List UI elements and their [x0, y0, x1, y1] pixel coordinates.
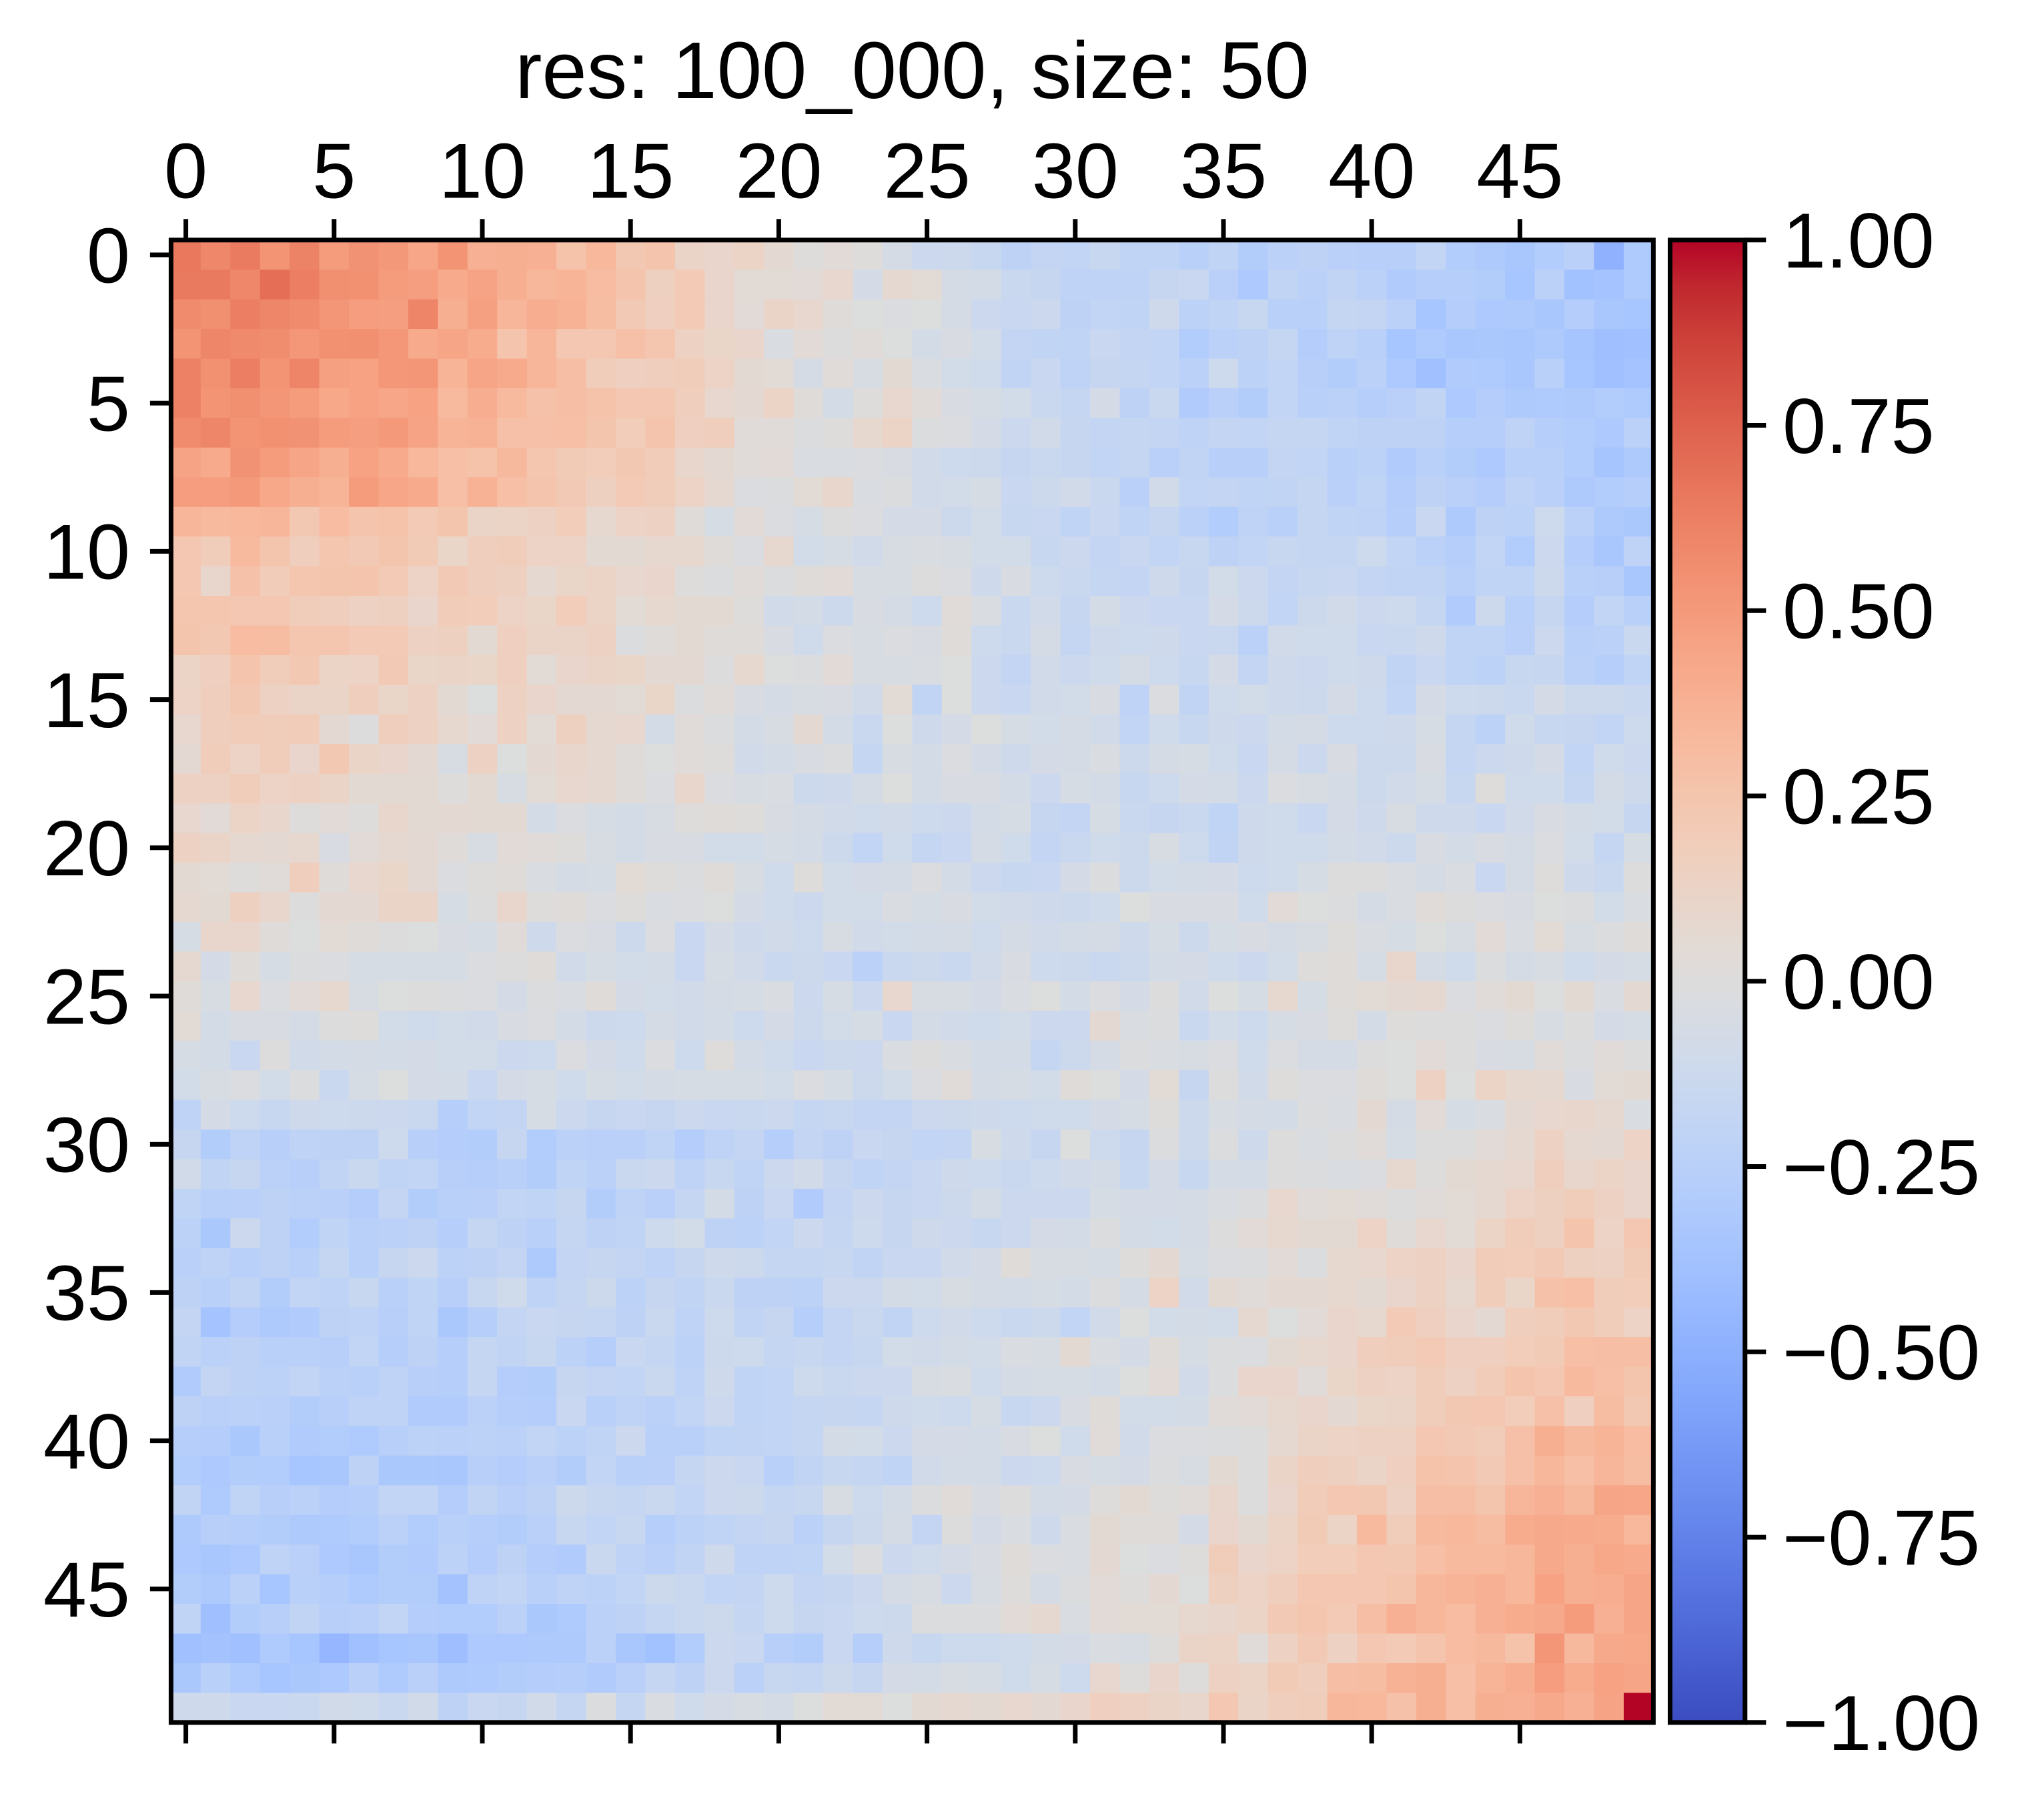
svg-text:15: 15: [587, 127, 674, 215]
svg-text:0: 0: [164, 127, 207, 215]
svg-text:1.00: 1.00: [1782, 197, 1935, 284]
svg-text:40: 40: [43, 1398, 130, 1485]
svg-text:5: 5: [87, 360, 130, 448]
svg-text:5: 5: [312, 127, 356, 215]
svg-text:0.00: 0.00: [1782, 938, 1935, 1025]
svg-text:25: 25: [884, 127, 971, 215]
svg-text:10: 10: [43, 508, 130, 596]
svg-text:20: 20: [43, 805, 130, 892]
svg-text:45: 45: [1476, 127, 1563, 215]
svg-text:−0.25: −0.25: [1782, 1123, 1980, 1211]
svg-text:−0.50: −0.50: [1782, 1309, 1980, 1396]
svg-text:45: 45: [43, 1546, 130, 1633]
svg-text:0: 0: [87, 211, 130, 299]
svg-text:res: 100_000, size: 50: res: 100_000, size: 50: [515, 25, 1310, 115]
svg-text:25: 25: [43, 953, 130, 1040]
svg-text:0.75: 0.75: [1782, 382, 1935, 470]
svg-text:−1.00: −1.00: [1782, 1679, 1980, 1767]
svg-text:0.25: 0.25: [1782, 753, 1935, 840]
svg-text:15: 15: [43, 656, 130, 744]
svg-text:0.50: 0.50: [1782, 568, 1935, 655]
svg-text:30: 30: [1032, 127, 1119, 215]
svg-text:30: 30: [43, 1101, 130, 1189]
svg-text:−0.75: −0.75: [1782, 1494, 1980, 1581]
svg-text:20: 20: [735, 127, 822, 215]
svg-text:10: 10: [439, 127, 526, 215]
svg-text:35: 35: [1180, 127, 1267, 215]
svg-text:40: 40: [1328, 127, 1415, 215]
svg-text:35: 35: [43, 1250, 130, 1337]
